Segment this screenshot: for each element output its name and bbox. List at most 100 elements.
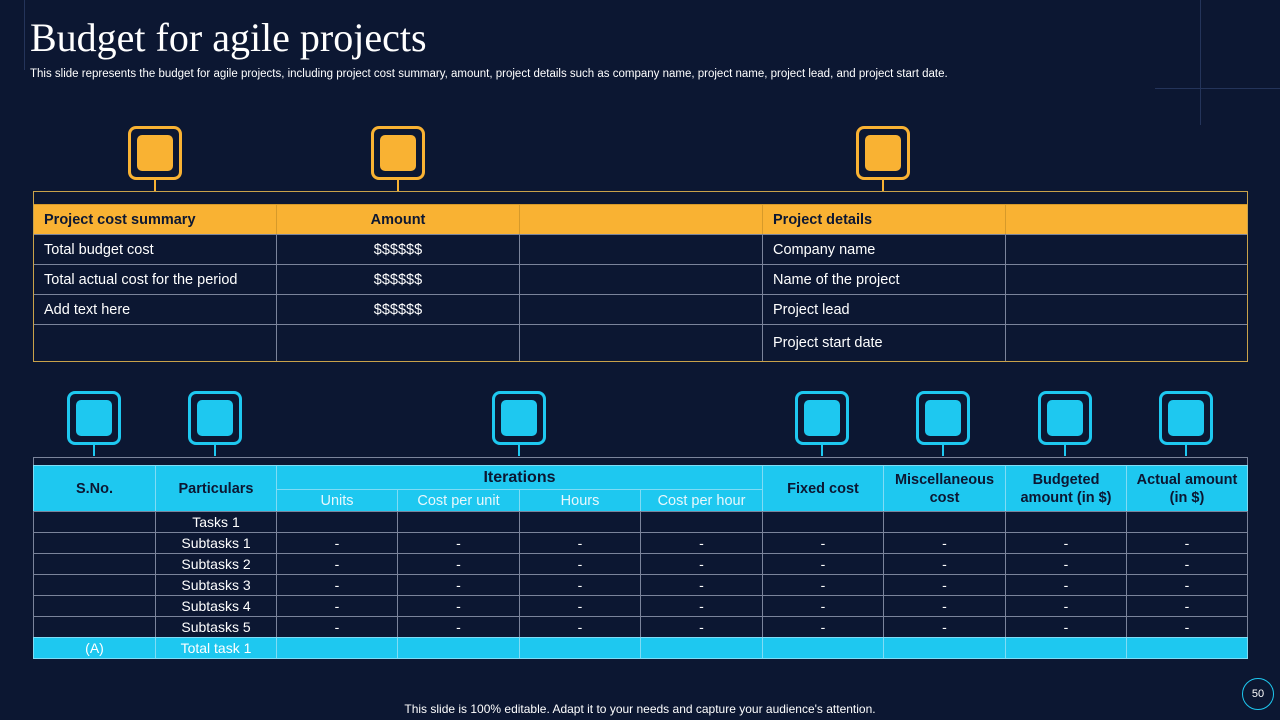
table-cell: - (397, 574, 520, 596)
table-cell (33, 532, 156, 554)
header-cell: Actual amount (in $) (1126, 465, 1248, 512)
total-cell (276, 637, 398, 659)
table-cell (1005, 234, 1248, 265)
table-cell: Total actual cost for the period (33, 264, 277, 295)
table-cell (519, 511, 641, 533)
orange-icon (856, 126, 910, 180)
connector (93, 445, 95, 456)
table-cell (1005, 264, 1248, 295)
table-cell: - (1005, 532, 1127, 554)
table-cell: - (640, 553, 763, 575)
icon-glyph (197, 400, 233, 436)
table-cell: Subtasks 3 (155, 574, 277, 596)
header-cell: Particulars (155, 465, 277, 512)
table-cell: Project lead (762, 294, 1006, 325)
table-cell: - (519, 532, 641, 554)
table-cell: - (276, 553, 398, 575)
table-cell: - (1126, 616, 1248, 638)
table-cell: - (276, 532, 398, 554)
total-cell (1005, 637, 1127, 659)
header-cell: Units (276, 489, 398, 512)
connector (942, 445, 944, 456)
table-cell (519, 264, 763, 295)
table-cell: Subtasks 5 (155, 616, 277, 638)
blue-icon (1159, 391, 1213, 445)
table-cell (1005, 324, 1248, 362)
table-cell: $$$$$$ (276, 264, 520, 295)
total-cell (519, 637, 641, 659)
table-cell (33, 553, 156, 575)
table-cell (762, 511, 884, 533)
table-cell (33, 595, 156, 617)
table-cell (33, 324, 277, 362)
header-cell: Iterations (276, 465, 763, 490)
blue-icon (188, 391, 242, 445)
table-cell: - (762, 553, 884, 575)
connector (214, 445, 216, 456)
table-cell: - (1005, 616, 1127, 638)
icon-glyph (1168, 400, 1204, 436)
orange-icon (371, 126, 425, 180)
header-cell (1005, 204, 1248, 235)
table-cell: - (1005, 595, 1127, 617)
table-cell: - (640, 532, 763, 554)
table-cell: - (762, 532, 884, 554)
connector (882, 180, 884, 191)
table-cell (1126, 511, 1248, 533)
table-cell (640, 511, 763, 533)
table-cell: - (640, 616, 763, 638)
icon-glyph (804, 400, 840, 436)
table-cell (1005, 294, 1248, 325)
header-cell: Project cost summary (33, 204, 277, 235)
blue-icon (916, 391, 970, 445)
table-cell (1005, 511, 1127, 533)
table-cell: - (883, 595, 1006, 617)
table-cell: - (1126, 553, 1248, 575)
table-cell: - (883, 574, 1006, 596)
title: Budget for agile projects (30, 15, 427, 60)
table-cell: - (1005, 553, 1127, 575)
connector (154, 180, 156, 191)
table-cell (33, 616, 156, 638)
header-cell: Miscellaneous cost (883, 465, 1006, 512)
subtitle: This slide represents the budget for agi… (30, 68, 948, 80)
icon-glyph (137, 135, 173, 171)
table-cell: Subtasks 2 (155, 553, 277, 575)
decor-line (1200, 0, 1201, 125)
table-cell (519, 324, 763, 362)
blue-icon (795, 391, 849, 445)
table-cell: - (762, 616, 884, 638)
table-cell: Total budget cost (33, 234, 277, 265)
total-cell (1126, 637, 1248, 659)
table-cell (276, 324, 520, 362)
icon-glyph (865, 135, 901, 171)
table-cell: - (762, 574, 884, 596)
table-cell: - (883, 532, 1006, 554)
table-cell: $$$$$$ (276, 234, 520, 265)
table-cell: Subtasks 1 (155, 532, 277, 554)
blue-icon (1038, 391, 1092, 445)
header-cell: Hours (519, 489, 641, 512)
table-cell (33, 574, 156, 596)
orange-icon (128, 126, 182, 180)
blue-icon (67, 391, 121, 445)
footer-note: This slide is 100% editable. Adapt it to… (404, 702, 876, 716)
table-cell: Name of the project (762, 264, 1006, 295)
header-cell: Amount (276, 204, 520, 235)
table-cell: - (397, 616, 520, 638)
decor-line (24, 0, 25, 70)
table-cell: - (397, 553, 520, 575)
table-cell: - (762, 595, 884, 617)
table-cell: $$$$$$ (276, 294, 520, 325)
total-cell (883, 637, 1006, 659)
header-cell: Project details (762, 204, 1006, 235)
table-cell: Subtasks 4 (155, 595, 277, 617)
table-cell: - (397, 595, 520, 617)
decor-line (1155, 88, 1280, 89)
table-cell (33, 511, 156, 533)
icon-glyph (925, 400, 961, 436)
table-cell: Tasks 1 (155, 511, 277, 533)
header-cell: Cost per hour (640, 489, 763, 512)
icon-glyph (501, 400, 537, 436)
table-cell: - (883, 616, 1006, 638)
